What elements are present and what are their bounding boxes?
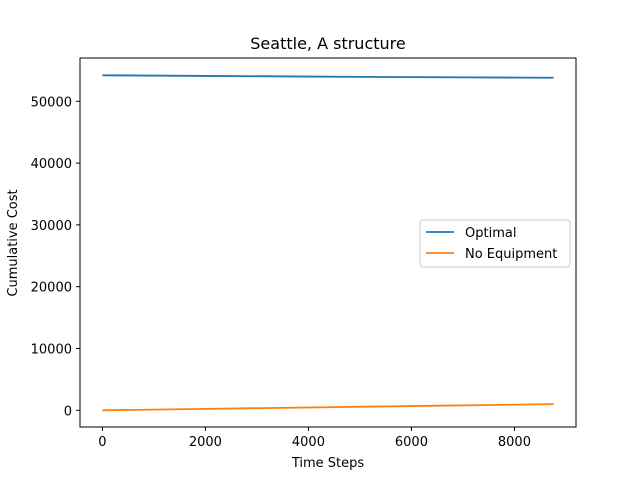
y-tick-label: 10000: [31, 343, 72, 358]
chart-title: Seattle, A structure: [250, 34, 405, 53]
plot-frame: [79, 57, 577, 428]
y-tick-label: 40000: [31, 157, 72, 172]
y-tick-label: 0: [64, 404, 72, 419]
x-tick-label: 0: [98, 435, 106, 450]
legend: Optimal No Equipment: [419, 219, 571, 268]
plot-area: [102, 74, 554, 412]
y-tick-label: 50000: [31, 95, 72, 110]
x-tick-label: 6000: [395, 435, 428, 450]
series-line-no-equipment: [102, 403, 554, 412]
x-tick-label: 2000: [189, 435, 222, 450]
x-tick-label: 4000: [292, 435, 325, 450]
y-axis-label: Cumulative Cost: [6, 189, 21, 296]
legend-box: [419, 219, 571, 268]
y-tick-label: 20000: [31, 281, 72, 296]
x-axis-label: Time Steps: [291, 456, 365, 471]
legend-label-no-equipment: No Equipment: [465, 247, 557, 262]
axes: 0 2000 4000 6000 8000 0 10000 20000 30000 40000 50…: [31, 95, 531, 450]
legend-label-optimal: Optimal: [465, 226, 516, 241]
series-line-optimal: [102, 74, 554, 79]
y-tick-label: 30000: [31, 219, 72, 234]
x-tick-label: 8000: [498, 435, 531, 450]
